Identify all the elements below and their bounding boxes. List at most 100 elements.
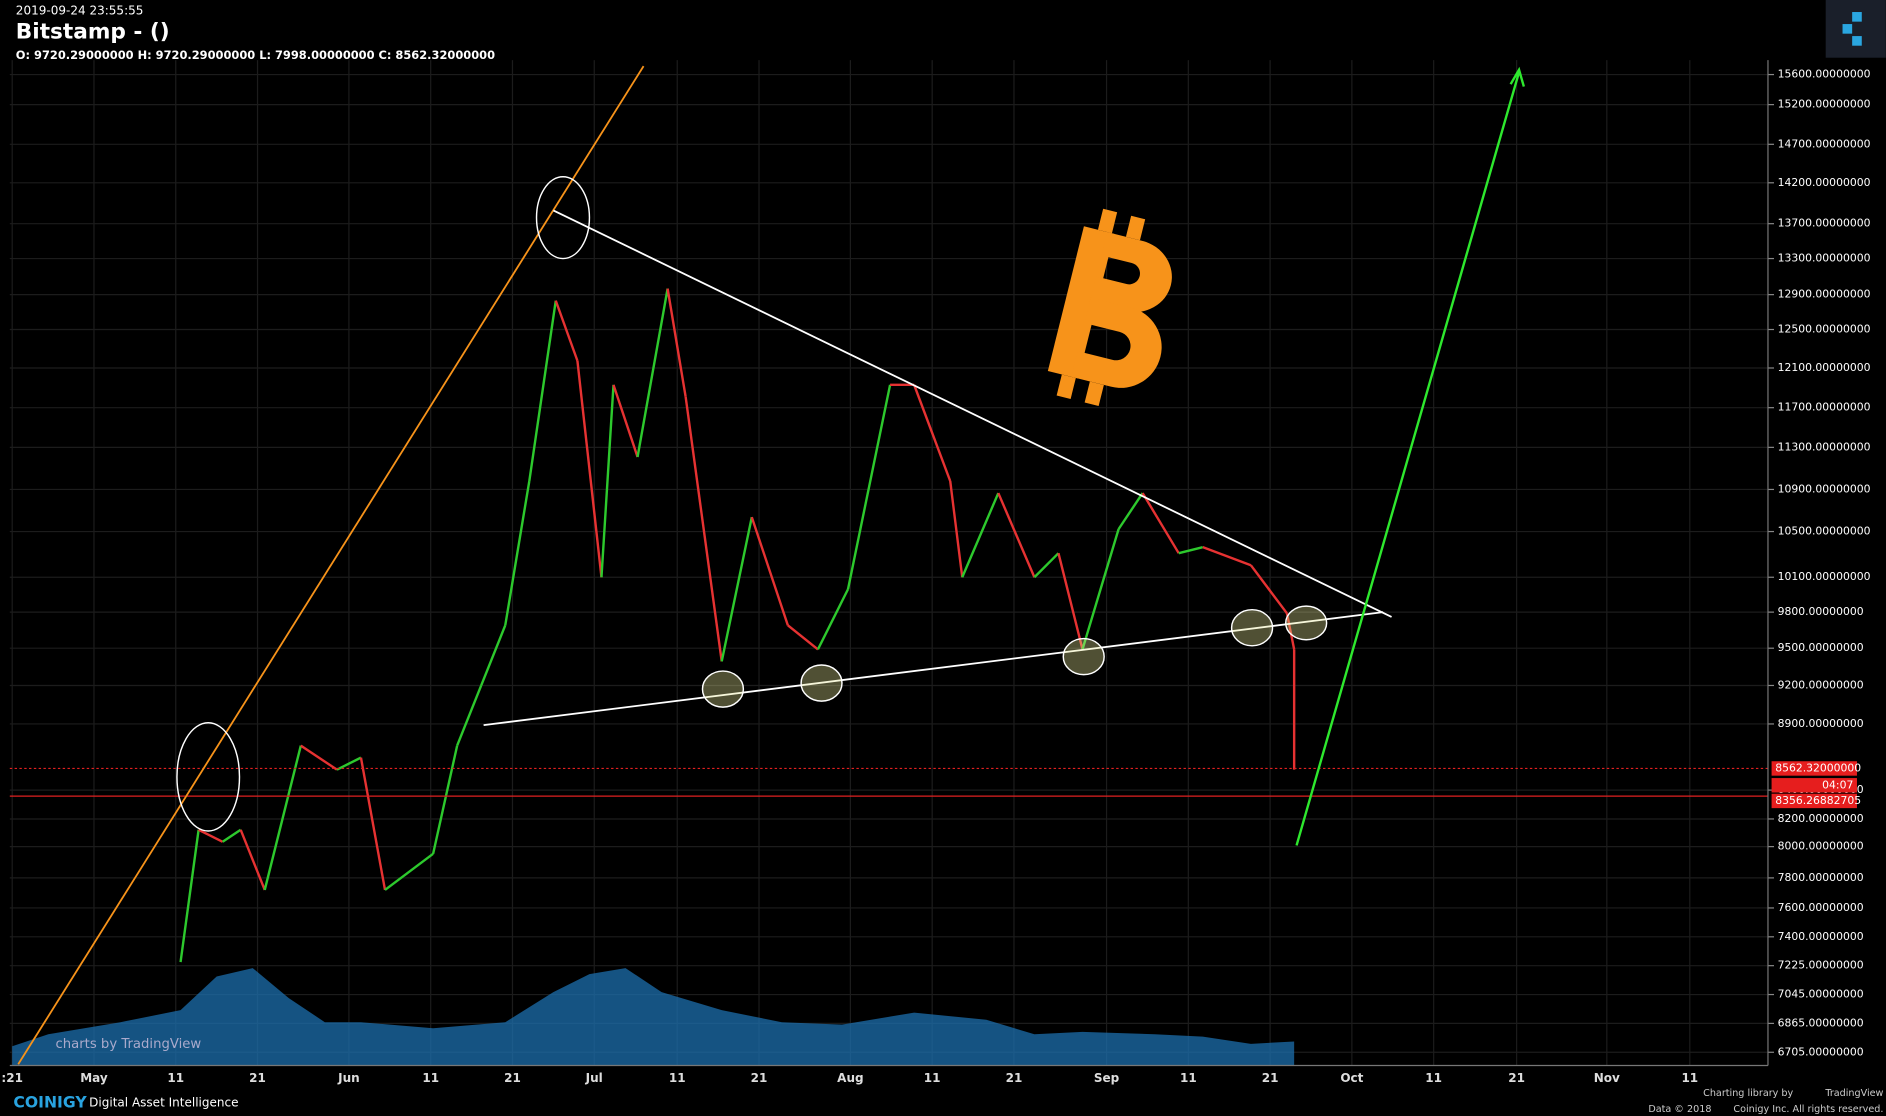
price-label: 7400.00000000 xyxy=(1778,930,1864,943)
price-label: 11300.00000000 xyxy=(1778,440,1871,453)
price-segment xyxy=(1081,528,1120,650)
date-label: Aug xyxy=(837,1071,863,1085)
price-segment xyxy=(179,829,200,963)
trend-line xyxy=(483,611,1384,727)
price-label: 8200.00000000 xyxy=(1778,812,1864,825)
price-segment xyxy=(336,756,362,771)
logo-part xyxy=(1852,12,1862,22)
date-label: 21 xyxy=(1006,1071,1023,1085)
price-label: 11700.00000000 xyxy=(1778,401,1871,414)
date-label: Nov xyxy=(1594,1071,1620,1085)
date-label: Jun xyxy=(337,1071,360,1085)
logo-part xyxy=(1047,226,1115,379)
logo xyxy=(1825,0,1886,58)
chart-drawings xyxy=(9,65,1768,1066)
price-segment xyxy=(1178,546,1204,555)
date-label: 11 xyxy=(1425,1071,1442,1085)
highlight-ellipse xyxy=(1230,608,1274,647)
price-segment xyxy=(554,300,579,362)
price-label: 8900.00000000 xyxy=(1778,717,1864,730)
highlight-ellipse xyxy=(701,670,745,708)
date-label: :21 xyxy=(1,1071,23,1085)
price-label: 15600.00000000 xyxy=(1778,68,1871,81)
logo-part xyxy=(1089,232,1172,313)
price-label: 8000.00000000 xyxy=(1778,840,1864,853)
price-label: 12500.00000000 xyxy=(1778,323,1871,336)
price-label: 14700.00000000 xyxy=(1778,137,1871,150)
price-segment xyxy=(239,829,266,891)
date-label: 21 xyxy=(504,1071,521,1085)
price-label: 7045.00000000 xyxy=(1778,988,1864,1001)
timestamp: 2019-09-24 23:55:55 xyxy=(16,3,144,17)
price-segment xyxy=(600,384,615,578)
price-segment xyxy=(300,744,338,771)
price-label: 13300.00000000 xyxy=(1778,252,1871,265)
charting-credit: Charting library by xyxy=(1703,1088,1793,1099)
logo-part xyxy=(1084,381,1104,406)
price-segment xyxy=(997,492,1036,578)
date-label: 11 xyxy=(669,1071,686,1085)
date-label: Oct xyxy=(1340,1071,1363,1085)
price-segment xyxy=(720,516,753,662)
price-badge-label: 04:07 xyxy=(1822,778,1853,791)
price-segment xyxy=(1285,613,1296,650)
price-badge-label: 8562.32000000 xyxy=(1775,761,1861,774)
price-label: 14200.00000000 xyxy=(1778,176,1871,189)
price-label: 10500.00000000 xyxy=(1778,525,1871,538)
price-badge xyxy=(1771,778,1857,793)
price-badge xyxy=(1771,761,1857,776)
price-label: 12900.00000000 xyxy=(1778,288,1871,301)
price-segment xyxy=(1141,492,1180,554)
highlight-ellipse xyxy=(800,664,843,702)
watermark: charts by TradingView xyxy=(55,1037,201,1052)
date-label: 11 xyxy=(1180,1071,1197,1085)
price-segment xyxy=(1057,552,1084,650)
highlight-ellipse xyxy=(1062,637,1105,676)
price-segment xyxy=(612,384,639,458)
arrow-line xyxy=(1295,71,1521,846)
price-segment xyxy=(846,384,892,590)
price-segment xyxy=(636,288,669,458)
price-segment xyxy=(1033,552,1060,579)
price-label: 7800.00000000 xyxy=(1778,871,1864,884)
highlight-ellipse xyxy=(535,176,591,260)
date-label: 21 xyxy=(1262,1071,1279,1085)
ohlc: O: 9720.29000000 H: 9720.29000000 L: 799… xyxy=(16,48,495,62)
volume-area xyxy=(12,968,1295,1066)
price-label: 7225.00000000 xyxy=(1778,959,1864,972)
price-label: 12100.00000000 xyxy=(1778,361,1871,374)
date-label: 11 xyxy=(167,1071,184,1085)
price-label: 9800.00000000 xyxy=(1778,605,1864,618)
price-segment xyxy=(456,685,483,747)
price-segment xyxy=(384,852,434,891)
title: Bitstamp - () xyxy=(16,19,170,44)
date-label: 21 xyxy=(1508,1071,1525,1085)
rights: Coinigy Inc. All rights reserved. xyxy=(1733,1104,1883,1115)
logo-part xyxy=(1097,208,1118,234)
price-label: 9500.00000000 xyxy=(1778,641,1864,654)
date-label: 11 xyxy=(1681,1071,1698,1085)
price-segment xyxy=(359,757,387,891)
price-segment xyxy=(816,588,850,650)
highlight-ellipse xyxy=(176,722,241,832)
price-segment xyxy=(913,384,952,482)
price-segment xyxy=(1249,564,1288,615)
price-segment xyxy=(504,480,531,626)
price-label: 15200.00000000 xyxy=(1778,98,1871,111)
price-label: 10900.00000000 xyxy=(1778,482,1871,495)
date-label: Jul xyxy=(585,1071,603,1085)
date-label: May xyxy=(80,1071,108,1085)
logo-part xyxy=(1071,297,1162,388)
price-label: 9200.00000000 xyxy=(1778,678,1864,691)
price-segment xyxy=(1202,546,1252,567)
logo-part xyxy=(1852,36,1862,46)
price-label: 6705.00000000 xyxy=(1778,1045,1864,1058)
price-segment xyxy=(750,516,790,626)
date-label: 21 xyxy=(751,1071,768,1085)
data-credit: Data © 2018 xyxy=(1648,1104,1711,1115)
price-segment xyxy=(1117,492,1144,530)
price-segment xyxy=(787,624,819,651)
